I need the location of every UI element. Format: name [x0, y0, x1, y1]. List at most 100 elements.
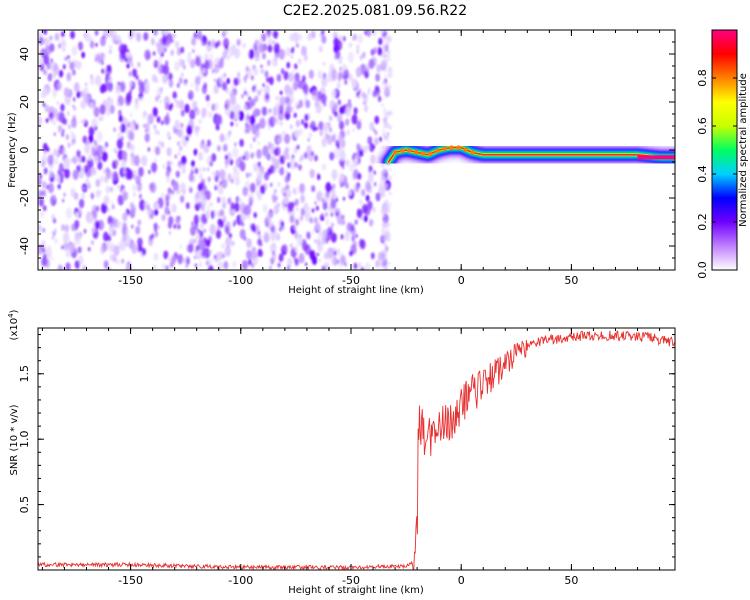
spectrogram-noise-speck — [194, 76, 201, 87]
spectrogram-noise-speck — [74, 234, 81, 246]
spectrogram-noise-speck — [84, 32, 91, 43]
spectrogram-noise-speck — [188, 90, 194, 101]
spectrogram-noise-speck — [321, 212, 324, 217]
spectrogram-noise-speck — [381, 214, 386, 218]
spectrogram-noise-speck — [54, 32, 60, 42]
spectrogram-noise-speck — [387, 262, 391, 266]
spectrogram-noise-speck — [135, 75, 139, 80]
spectrogram-noise-speck — [294, 63, 298, 70]
spectrogram-noise-speck — [204, 59, 210, 69]
spectrogram-noise-speck — [58, 43, 62, 49]
spectrogram-noise-speck — [331, 188, 336, 196]
spectrogram-noise-speck — [191, 109, 195, 116]
spectrogram-noise-speck — [70, 130, 74, 136]
spectrogram-noise-speck — [104, 68, 107, 72]
spectrogram-noise-speck — [375, 73, 380, 82]
spectrogram-noise-speck — [122, 222, 127, 230]
spectrogram-noise-speck — [260, 64, 263, 69]
spectrogram-noise-speck — [174, 61, 180, 72]
spectrogram-noise-speck — [203, 167, 206, 172]
spectrogram-noise-speck — [222, 81, 227, 91]
spectrogram-noise-speck — [38, 189, 42, 198]
spectrogram-noise-speck — [153, 252, 159, 261]
spectrogram-noise-speck — [104, 175, 109, 184]
spectrogram-noise-speck — [51, 214, 55, 221]
spectrogram-noise-speck — [109, 49, 112, 55]
spectrogram-noise-speck — [43, 205, 47, 212]
spectrogram-noise-speck — [151, 162, 158, 173]
spectrogram-noise-speck — [190, 169, 194, 175]
spectrogram-noise-speck — [177, 151, 180, 156]
spectrogram-noise-speck — [72, 155, 78, 165]
spectrogram-noise-speck — [293, 79, 297, 83]
spectrogram-noise-speck — [191, 221, 195, 227]
spectrogram-noise-speck — [335, 50, 341, 60]
spectrogram-noise-speck — [330, 185, 333, 191]
spectrogram-noise-speck — [250, 98, 256, 107]
spectrogram-noise-speck — [292, 46, 295, 51]
spectrogram-noise-speck — [251, 263, 255, 268]
spectrogram-noise-speck — [156, 63, 163, 75]
spectrogram-noise-speck — [377, 251, 384, 262]
spectrogram-noise-speck — [53, 132, 56, 136]
spectrogram-noise-speck — [228, 130, 232, 136]
spectrogram-noise-speck — [378, 38, 383, 45]
spectrogram-noise-speck — [130, 152, 135, 159]
spectrogram-noise-speck — [168, 79, 174, 88]
spectrogram-noise-speck — [63, 87, 70, 98]
spectrogram-noise-speck — [286, 189, 291, 197]
spectrogram-noise-region — [38, 30, 393, 270]
spectrogram-noise-speck — [73, 106, 77, 111]
spectrogram-noise-speck — [386, 222, 391, 227]
spectrogram-noise-speck — [195, 244, 200, 252]
spectrogram-noise-speck — [344, 79, 348, 85]
spectrogram-noise-speck — [270, 225, 275, 233]
spectrogram-noise-speck — [38, 224, 42, 232]
spectrogram-noise-speck — [205, 94, 210, 102]
spectrogram-noise-speck — [367, 87, 371, 93]
spectrogram-noise-speck — [131, 224, 134, 229]
spectrogram-noise-speck — [186, 125, 193, 136]
spectrogram-noise-speck — [363, 104, 369, 113]
spectrogram-noise-speck — [201, 251, 204, 257]
spectrogram-noise-speck — [234, 111, 240, 120]
spectrogram-noise-speck — [74, 260, 80, 269]
spectrogram-noise-speck — [38, 31, 42, 38]
snr-y-multiplier: (x104) — [7, 309, 20, 340]
spectrogram-noise-speck — [255, 46, 258, 50]
spectrogram-noise-speck — [246, 92, 249, 97]
spectrogram-noise-speck — [46, 146, 50, 153]
spectrogram-noise-speck — [367, 172, 374, 183]
spectrogram-noise-speck — [194, 167, 199, 175]
spectrogram-noise-speck — [310, 30, 316, 39]
spectrogram-noise-speck — [249, 172, 252, 177]
spectrogram-noise-speck — [308, 132, 313, 138]
spectrogram-noise-speck — [87, 157, 94, 169]
spectrogram-noise-speck — [305, 99, 311, 109]
spectrogram-noise-speck — [372, 206, 376, 213]
spectrogram-noise-speck — [192, 100, 198, 110]
spectrogram-noise-speck — [117, 184, 120, 189]
spectrogram-noise-speck — [158, 55, 162, 62]
spectrogram-noise-speck — [182, 189, 186, 195]
spectrogram-noise-speck — [322, 122, 329, 133]
spectrogram-noise-speck — [120, 123, 126, 133]
spectrogram-noise-speck — [173, 98, 177, 104]
spectrogram-noise-speck — [128, 71, 132, 77]
spectrogram-noise-speck — [215, 229, 222, 239]
spectrogram-noise-speck — [235, 123, 238, 127]
spectrogram-noise-speck — [374, 137, 379, 146]
spectrogram-noise-speck — [113, 147, 117, 153]
spectrogram-noise-speck — [342, 36, 346, 42]
spectrogram-noise-speck — [377, 96, 382, 103]
spectrogram-noise-speck — [95, 43, 98, 47]
spectrogram-noise-speck — [296, 105, 300, 110]
spectrogram-noise-speck — [361, 189, 366, 197]
spectrogram-noise-speck — [194, 234, 200, 244]
spectrogram-noise-speck — [109, 254, 114, 261]
spectrogram-noise-speck — [335, 139, 341, 148]
spectrogram-noise-speck — [260, 87, 264, 93]
spectrogram-noise-speck — [155, 203, 160, 210]
spectrogram-noise-speck — [70, 158, 74, 163]
spectrogram-noise-speck — [322, 217, 325, 221]
